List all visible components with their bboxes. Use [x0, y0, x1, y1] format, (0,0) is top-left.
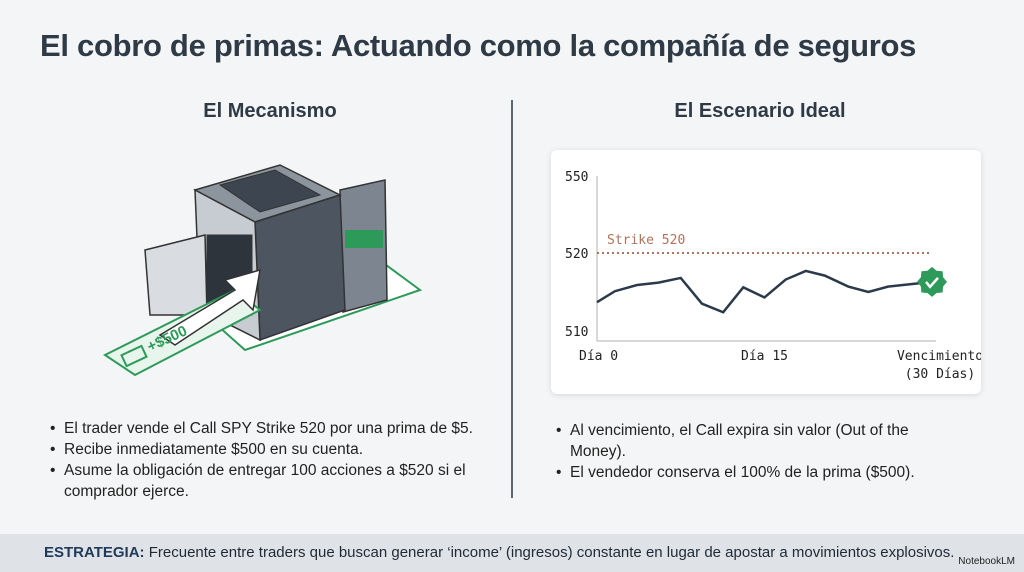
- right-heading: El Escenario Ideal: [674, 100, 846, 122]
- left-heading: El Mecanismo: [203, 100, 337, 122]
- bullet-item: Asume la obligación de entregar 100 acci…: [50, 460, 490, 502]
- x-tick-label: Día 0: [579, 349, 618, 364]
- footer-label: ESTRATEGIA:: [44, 544, 145, 561]
- y-tick-label: 510: [565, 325, 588, 340]
- right-bullets: Al vencimiento, el Call expira sin valor…: [556, 420, 946, 483]
- strike-label: Strike 520: [607, 233, 685, 248]
- server-rack: [339, 179, 388, 313]
- strategy-footer: ESTRATEGIA: Frecuente entre traders que …: [0, 534, 1024, 572]
- left-bullets: El trader vende el Call SPY Strike 520 p…: [50, 418, 490, 502]
- bullet-item: El vendedor conserva el 100% de la prima…: [556, 462, 946, 483]
- cash-icon: [120, 344, 148, 368]
- notebooklm-brand: NotebookLM: [955, 555, 1018, 568]
- bullet-item: Al vencimiento, el Call expira sin valor…: [556, 420, 946, 462]
- price-series-line: [596, 269, 933, 314]
- bullet-item: El trader vende el Call SPY Strike 520 p…: [50, 418, 490, 439]
- y-tick-label: 550: [565, 170, 588, 185]
- x-tick-label: Día 15: [741, 349, 788, 364]
- x-tick-label: Vencimiento: [897, 349, 981, 364]
- footer-text: Frecuente entre traders que buscan gener…: [144, 544, 955, 561]
- price-chart: Strike 520 510 520 550 Día 0 Día 15 Vencimien…: [565, 170, 983, 382]
- price-chart-card: Strike 520 510 520 550 Día 0 Día 15 Vencimien…: [551, 150, 983, 394]
- server-vault-illustration: +$500: [103, 164, 423, 377]
- y-tick-label: 520: [565, 247, 588, 262]
- divider: [511, 100, 513, 498]
- check-badge-icon: [917, 266, 947, 297]
- bullet-item: Recibe inmediatamente $500 en su cuenta.: [50, 439, 490, 460]
- page-title: El cobro de primas: Actuando como la com…: [40, 28, 917, 63]
- x-tick-label: (30 Días): [905, 367, 975, 382]
